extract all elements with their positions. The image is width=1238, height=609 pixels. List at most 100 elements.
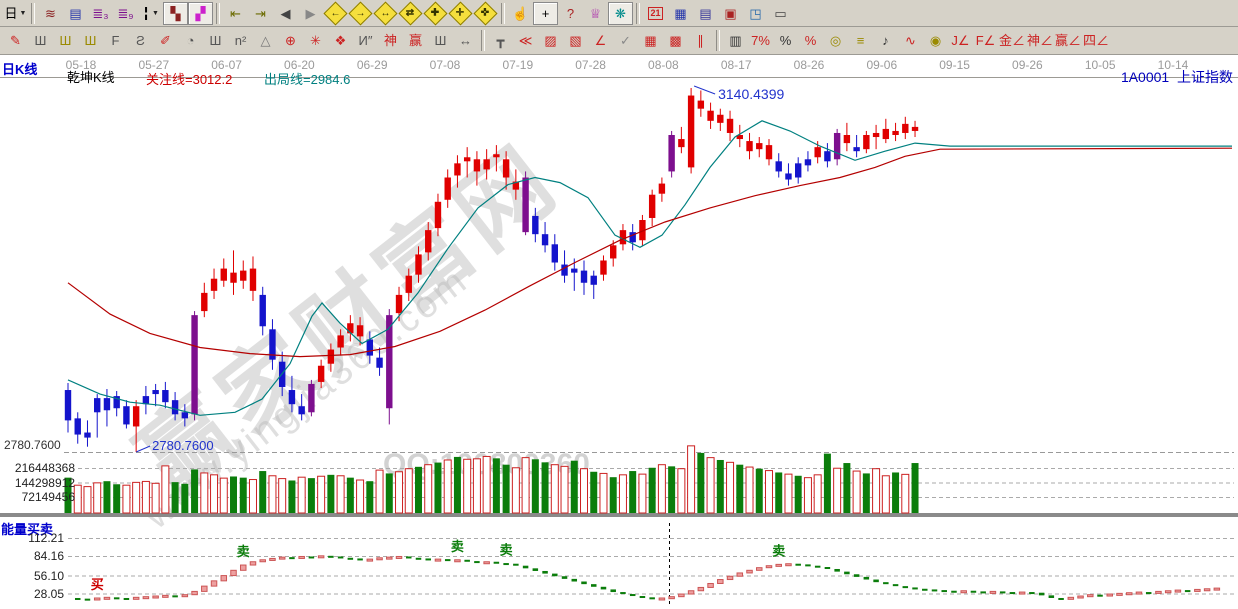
tsquare-tool-button[interactable]: ┳ — [488, 29, 513, 52]
compass-box-icon: ❖ — [334, 33, 347, 48]
nav-next-button[interactable]: ▶ — [298, 2, 323, 25]
crosshair-tool-button[interactable]: + — [533, 1, 558, 25]
grid-plus-button[interactable]: ▩ — [663, 29, 688, 52]
date-label: 06-07 — [211, 58, 242, 72]
compass-box-button[interactable]: ❖ — [328, 29, 353, 52]
pencil-tool-button[interactable]: ✎ — [3, 29, 28, 52]
nav-first-button[interactable]: ⇤ — [223, 2, 248, 25]
parallel-lines-button[interactable]: ∥ — [688, 29, 713, 52]
svg-text:3140.4399: 3140.4399 — [718, 86, 784, 102]
period-day-button[interactable]: 日 ▼ — [3, 2, 28, 25]
ying-angle-icon: 赢∠ — [1055, 33, 1082, 48]
toolbar-separator — [31, 2, 35, 24]
nav-next-icon: ▶ — [305, 5, 316, 21]
parallel-lines-icon: ∥ — [697, 33, 704, 48]
candle-style-button[interactable]: ╏ ▼ — [138, 2, 163, 25]
purple-bars-9-button[interactable]: ≣₉ — [113, 2, 138, 25]
volume-axis-label-3: 72149456 — [21, 490, 75, 504]
calendar-button[interactable]: 21 — [643, 2, 668, 25]
pattern-hat-button[interactable]: ♕ — [583, 2, 608, 25]
date-label: 09-06 — [866, 58, 898, 72]
pattern-select-button[interactable]: ▚ — [163, 1, 188, 25]
wave-box-button[interactable]: ∿ — [898, 29, 923, 52]
ruler-123-button[interactable]: Ш — [428, 29, 453, 52]
gold-angle-button[interactable]: 金∠ — [998, 29, 1026, 52]
s-ruler-button[interactable]: Ƨ — [128, 29, 153, 52]
date-label: 05-18 — [65, 58, 97, 72]
calendar-icon: 21 — [648, 6, 663, 20]
gold-circle-button[interactable]: ◎ — [823, 29, 848, 52]
percent-line-button[interactable]: % — [798, 29, 823, 52]
width-measure-icon: ↔ — [459, 33, 472, 48]
note-brush-icon: ♪ — [882, 33, 889, 48]
flag-tool-icon: △ — [260, 33, 271, 48]
brain-pattern-button[interactable]: ❋ — [608, 1, 633, 25]
ruler-tool-1-button[interactable]: Ш — [28, 29, 53, 52]
print-icon: ▭ — [774, 5, 787, 21]
grid-plus-icon: ▩ — [669, 33, 682, 48]
gold-ruler-2-button[interactable]: Ш — [78, 29, 103, 52]
width-measure-button[interactable]: ↔ — [453, 29, 478, 52]
calculator-button[interactable]: ▦ — [668, 2, 693, 25]
check-lines-button[interactable]: ✓ — [613, 29, 638, 52]
percent-icon: % — [779, 33, 792, 48]
date-label: 05-27 — [138, 58, 170, 72]
date-label: 08-26 — [793, 58, 825, 72]
export-button[interactable]: ◳ — [743, 2, 768, 25]
shen-tool-button[interactable]: 神 — [378, 29, 403, 52]
gold-circle2-button[interactable]: ◉ — [923, 29, 948, 52]
f-angle-button[interactable]: F∠ — [973, 29, 998, 52]
print-button[interactable]: ▭ — [768, 2, 793, 25]
clipboard-button[interactable]: ▤ — [63, 2, 88, 25]
n-squared-button[interactable]: n² — [228, 29, 253, 52]
s-ruler-icon: Ƨ — [136, 33, 145, 48]
ying-tool-button[interactable]: 赢 — [403, 29, 428, 52]
percent-button[interactable]: % — [773, 29, 798, 52]
si-angle-button[interactable]: 四∠ — [1082, 29, 1110, 52]
save-button[interactable]: ▣ — [718, 2, 743, 25]
dropdown-arrow-icon: ▼ — [151, 9, 159, 17]
percent-line-icon: % — [804, 33, 817, 48]
check-lines-icon: ✓ — [620, 33, 631, 48]
fan-box2-button[interactable]: ▧ — [563, 29, 588, 52]
ruler-tool-2-button[interactable]: Ш — [203, 29, 228, 52]
shen-angle-button[interactable]: 神∠ — [1026, 29, 1054, 52]
flag-tool-button[interactable]: △ — [253, 29, 278, 52]
stats-column-button[interactable]: ▥ — [723, 29, 748, 52]
zigzag-window-button[interactable]: ≋ — [38, 2, 63, 25]
gold-circle2-icon: ◉ — [929, 33, 942, 48]
volume-axis-label-1: 216448368 — [14, 461, 75, 475]
grid-tool-button[interactable]: ▦ — [638, 29, 663, 52]
purple-bars-3-button[interactable]: ≣₃ — [88, 2, 113, 25]
pointer-query-button[interactable]: ? — [558, 2, 583, 25]
compass-star-button[interactable]: ✳ — [303, 29, 328, 52]
percent-7-button[interactable]: 7% — [748, 29, 773, 52]
gauge-tool-button[interactable]: ◔ — [178, 29, 203, 52]
ying-angle-button[interactable]: 赢∠ — [1054, 29, 1082, 52]
gold-ruler-1-button[interactable]: Ш — [53, 29, 78, 52]
fan-lines-icon: ≪ — [518, 33, 533, 48]
fan-box-button[interactable]: ▨ — [538, 29, 563, 52]
symbol-name: 上证指数 — [1177, 69, 1233, 85]
m-measure-button[interactable]: И″ — [353, 29, 378, 52]
brush-tool-button[interactable]: ✐ — [153, 29, 178, 52]
nav-first-icon: ⇤ — [230, 5, 241, 21]
gold-line-button[interactable]: ≡ — [848, 29, 873, 52]
gold-circle-icon: ◎ — [829, 33, 842, 48]
j-angle-button[interactable]: J∠ — [948, 29, 973, 52]
f-ruler-button[interactable]: F — [103, 29, 128, 52]
nav-last-button[interactable]: ⇥ — [248, 2, 273, 25]
notebook-button[interactable]: ▤ — [693, 2, 718, 25]
compass-cross-button[interactable]: ⊕ — [278, 29, 303, 52]
note-brush-button[interactable]: ♪ — [873, 29, 898, 52]
stats-column-icon: ▥ — [729, 33, 742, 48]
angle-lines-button[interactable]: ∠ — [588, 29, 613, 52]
kline-period-label: 日K线 — [2, 62, 38, 77]
hand-tool-button[interactable]: ☝ — [508, 2, 533, 25]
color-kline-button[interactable]: ▞ — [188, 1, 213, 25]
fan-lines-button[interactable]: ≪ — [513, 29, 538, 52]
nav-prev-button[interactable]: ◀ — [273, 2, 298, 25]
pointer-query-icon: ? — [566, 5, 575, 21]
